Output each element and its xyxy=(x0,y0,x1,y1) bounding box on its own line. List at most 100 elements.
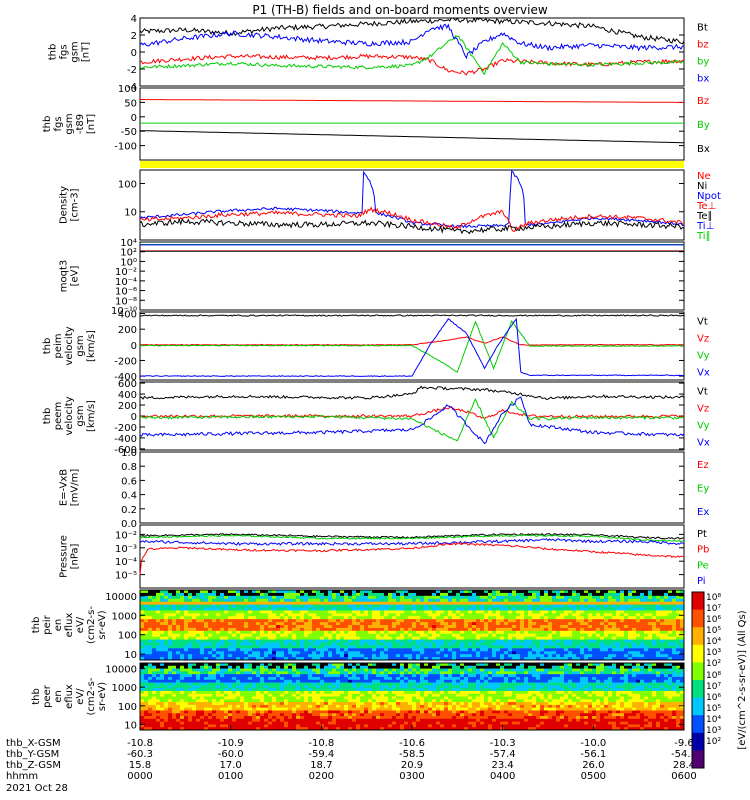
spectrogram-cell xyxy=(348,682,353,686)
spectrogram-cell xyxy=(212,610,217,614)
spectrogram-cell xyxy=(156,651,161,655)
spectrogram-cell xyxy=(180,610,185,614)
spectrogram-cell xyxy=(216,595,221,600)
spectrogram-cell xyxy=(148,636,153,640)
spectrogram-cell xyxy=(464,657,469,661)
spectrogram-cell xyxy=(248,721,253,725)
spectrogram-cell xyxy=(472,633,477,638)
spectrogram-cell xyxy=(164,601,169,605)
spectrogram-cell xyxy=(216,693,221,697)
spectrogram-cell xyxy=(640,636,645,640)
spectrogram-cell xyxy=(304,627,309,632)
spectrogram-cell xyxy=(160,648,165,652)
spectrogram-cell xyxy=(248,619,253,623)
spectrogram-cell xyxy=(460,610,465,614)
spectrogram-cell xyxy=(320,685,325,689)
spectrogram-cell xyxy=(216,676,221,681)
spectrogram-cell xyxy=(336,702,341,706)
spectrogram-cell xyxy=(196,685,201,689)
spectrogram-cell xyxy=(280,704,285,709)
spectrogram-cell xyxy=(160,639,165,643)
spectrogram-cell xyxy=(308,648,313,652)
spectrogram-cell xyxy=(620,642,625,646)
spectrogram-cell xyxy=(284,727,289,731)
spectrogram-cell xyxy=(252,645,257,649)
spectrogram-cell xyxy=(180,595,185,600)
spectrogram-cell xyxy=(472,627,477,632)
spectrogram-cell xyxy=(348,610,353,614)
spectrogram-cell xyxy=(240,616,245,620)
spectrogram-cell xyxy=(580,601,585,605)
spectrogram-cell xyxy=(596,648,601,652)
spectrogram-cell xyxy=(380,639,385,643)
spectrogram-cell xyxy=(220,663,225,667)
spectrogram-cell xyxy=(620,648,625,652)
spectrogram-cell xyxy=(332,693,337,697)
spectrogram-cell xyxy=(284,724,289,728)
spectrogram-cell xyxy=(352,625,357,629)
spectrogram-cell xyxy=(292,598,297,603)
spectrogram-cell xyxy=(572,651,577,655)
spectrogram-cell xyxy=(672,590,677,594)
spectrogram-cell xyxy=(180,601,185,605)
spectrogram-cell xyxy=(584,598,589,603)
spectrogram-cell xyxy=(336,704,341,709)
spectrogram-cell xyxy=(296,636,301,640)
spectrogram-cell xyxy=(232,721,237,725)
spectrogram-cell xyxy=(484,633,489,638)
spectrogram-cell xyxy=(464,610,469,614)
spectrogram-cell xyxy=(224,607,229,611)
y-tick-label: 100 xyxy=(118,631,137,642)
spectrogram-cell xyxy=(244,601,249,605)
spectrogram-cell xyxy=(644,651,649,655)
y-tick-label: -400 xyxy=(114,434,137,445)
spectrogram-cell xyxy=(260,654,265,658)
spectrogram-cell xyxy=(460,595,465,600)
y-tick-label: 0 xyxy=(131,113,137,124)
spectrogram-cell xyxy=(456,636,461,640)
spectrogram-cell xyxy=(208,704,213,709)
spectrogram-cell xyxy=(596,639,601,643)
spectrogram-cell xyxy=(308,619,313,623)
spectrogram-cell xyxy=(592,592,597,597)
spectrogram-cell xyxy=(256,671,261,675)
spectrogram-cell xyxy=(404,616,409,620)
spectrogram-cell xyxy=(268,679,273,683)
spectrogram-cell xyxy=(436,645,441,649)
spectrogram-cell xyxy=(428,604,433,608)
spectrogram-cell xyxy=(512,590,517,594)
spectrogram-cell xyxy=(396,598,401,603)
spectrogram-cell xyxy=(320,636,325,640)
spectrogram-cell xyxy=(196,696,201,700)
spectrogram-cell xyxy=(408,625,413,629)
spectrogram-cell xyxy=(336,651,341,655)
spectrogram-cell xyxy=(288,721,293,725)
spectrogram-cell xyxy=(296,690,301,695)
spectrogram-cell xyxy=(604,642,609,646)
spectrogram-cell xyxy=(644,654,649,658)
spectrogram-cell xyxy=(312,642,317,646)
spectrogram-cell xyxy=(296,610,301,614)
spectrogram-cell xyxy=(532,595,537,600)
spectrogram-cell xyxy=(228,619,233,623)
spectrogram-cell xyxy=(524,657,529,661)
spectrogram-cell xyxy=(184,718,189,723)
spectrogram-cell xyxy=(224,696,229,700)
y-label-line: gsm xyxy=(75,335,86,356)
spectrogram-cell xyxy=(468,598,473,603)
spectrogram-cell xyxy=(232,679,237,683)
spectrogram-cell xyxy=(384,668,389,672)
spectrogram-cell xyxy=(636,601,641,605)
spectrogram-cell xyxy=(624,639,629,643)
spectrogram-cell xyxy=(152,645,157,649)
spectrogram-cell xyxy=(620,657,625,661)
spectrogram-cell xyxy=(364,665,369,669)
spectrogram-cell xyxy=(304,639,309,643)
spectrogram-cell xyxy=(316,716,321,720)
spectrogram-cell xyxy=(208,627,213,632)
spectrogram-cell xyxy=(384,682,389,686)
spectrogram-cell xyxy=(196,625,201,629)
spectrogram-cell xyxy=(168,679,173,683)
spectrogram-cell xyxy=(192,590,197,594)
spectrogram-cell xyxy=(212,607,217,611)
